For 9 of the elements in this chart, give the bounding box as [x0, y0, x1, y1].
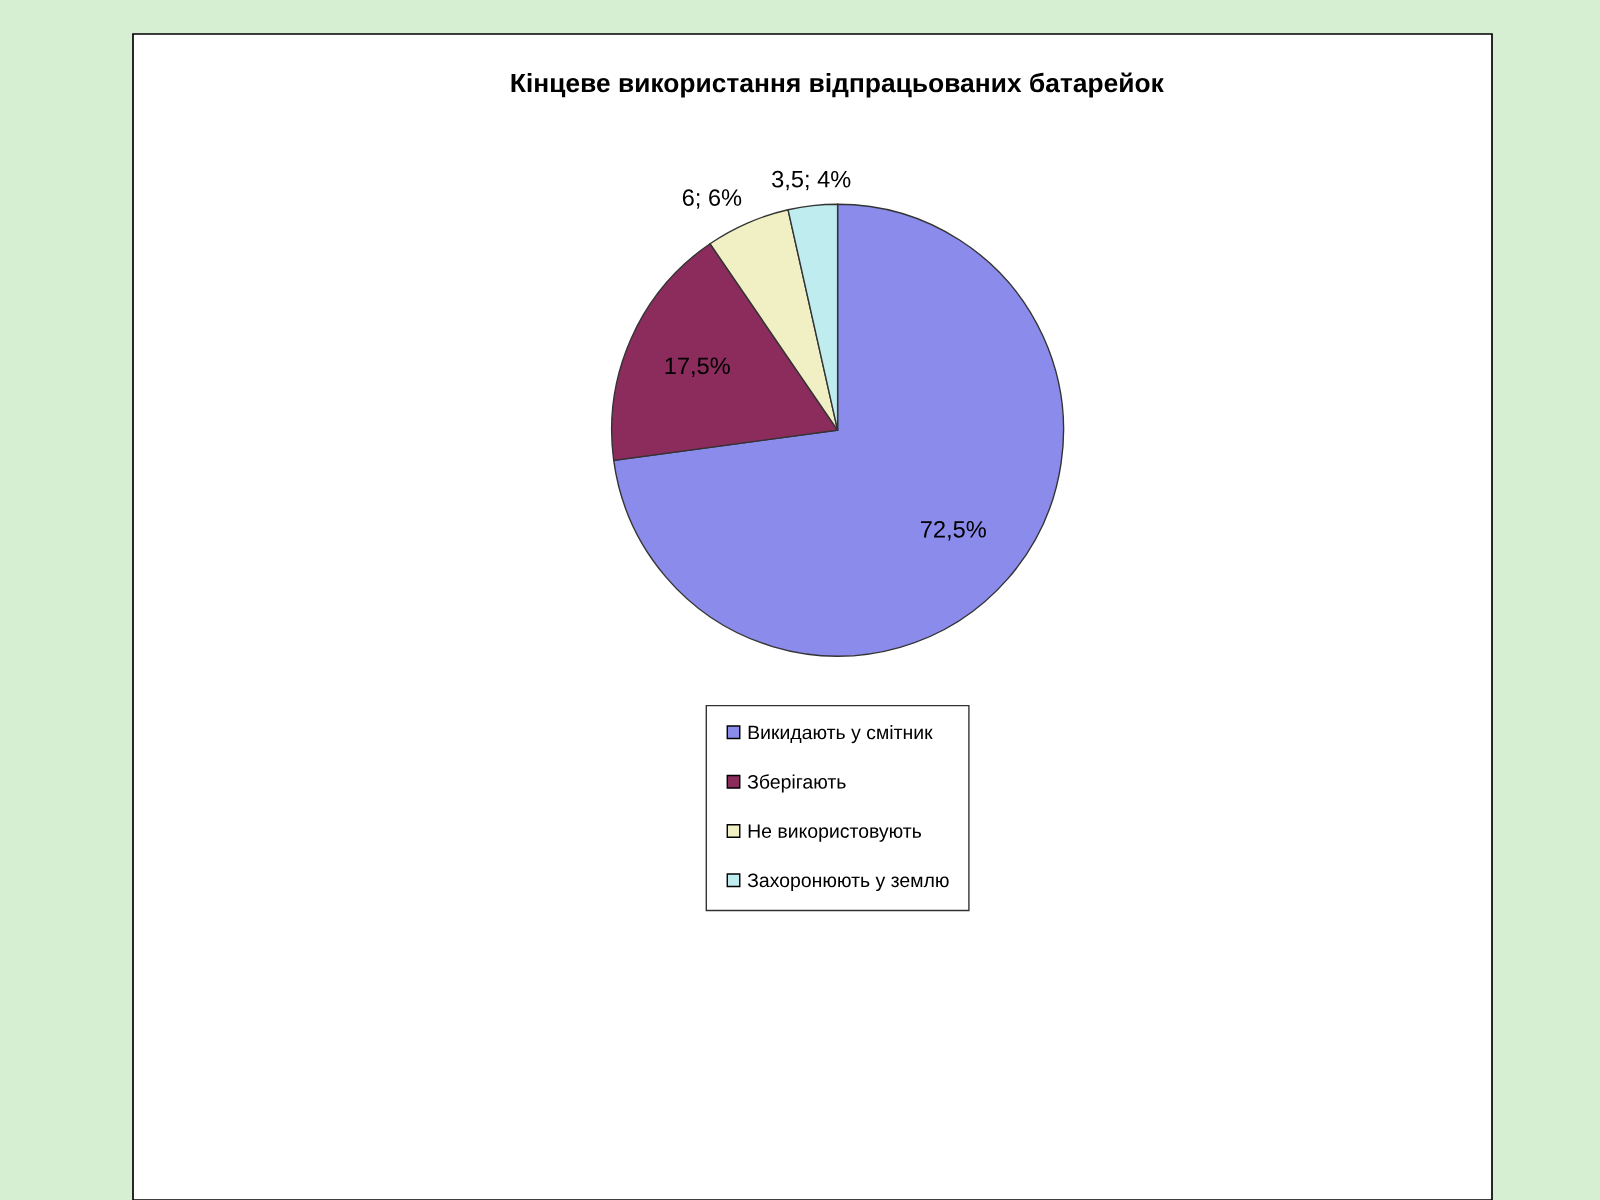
data-label: 72,5% — [921, 520, 986, 541]
legend-label: Захоронюють у землю — [747, 873, 949, 892]
chart-title: Кінцеве використання відпрацьованих батарейок — [511, 72, 1164, 98]
data-label: 6; 6% — [682, 189, 742, 209]
data-label: 3,5; 4% — [772, 170, 851, 191]
legend-label: Не використовують — [748, 824, 922, 842]
data-label: 17,5% — [665, 357, 730, 377]
legend-label: Зберігають — [747, 774, 846, 793]
legend-label: Викидають у смітник — [748, 725, 933, 744]
